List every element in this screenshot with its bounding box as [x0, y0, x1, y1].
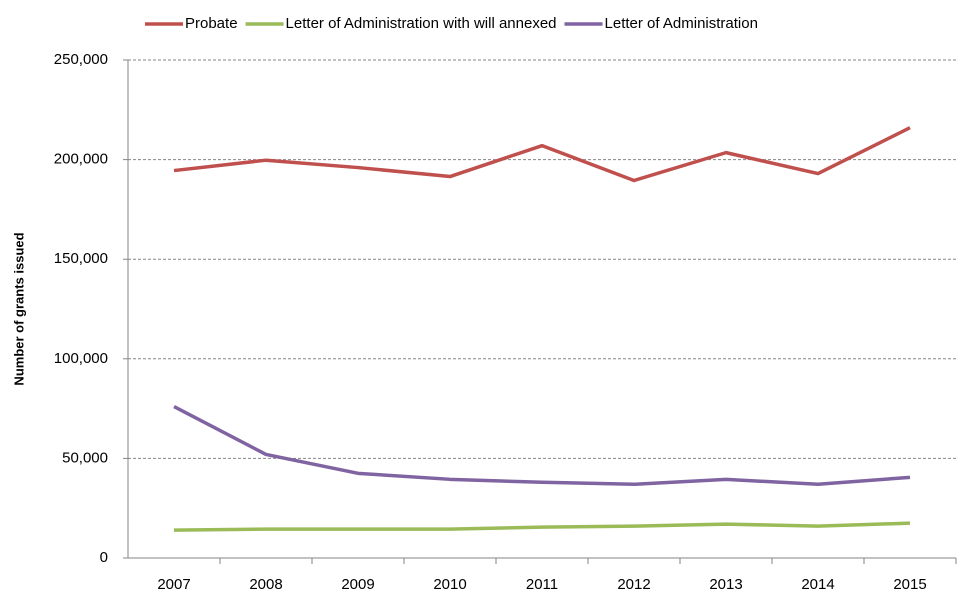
y-tick-label: 250,000	[54, 51, 108, 68]
legend-label: Letter of Administration	[605, 15, 758, 32]
x-tick-label: 2010	[433, 576, 466, 592]
y-tick-label: 100,000	[54, 350, 108, 367]
y-tick-label: 200,000	[54, 151, 108, 168]
x-tick-label: 2011	[526, 576, 558, 592]
y-tick-label: 50,000	[62, 449, 108, 466]
x-tick-label: 2007	[157, 576, 190, 592]
x-tick-label: 2014	[801, 576, 834, 592]
series-line	[173, 126, 911, 183]
x-tick-label: 2013	[709, 576, 742, 592]
x-tick-label: 2012	[617, 576, 650, 592]
series-line	[173, 521, 911, 532]
x-tick-label: 2009	[341, 576, 374, 592]
y-axis-label: Number of grants issued	[11, 232, 26, 385]
x-tick-label: 2008	[249, 576, 282, 592]
legend-label: Letter of Administration with will annex…	[286, 15, 557, 32]
x-tick-label: 2015	[893, 576, 926, 592]
y-tick-label: 150,000	[54, 250, 108, 267]
series-line	[173, 405, 911, 487]
y-tick-label: 0	[100, 549, 108, 566]
legend-label: Probate	[185, 15, 238, 32]
